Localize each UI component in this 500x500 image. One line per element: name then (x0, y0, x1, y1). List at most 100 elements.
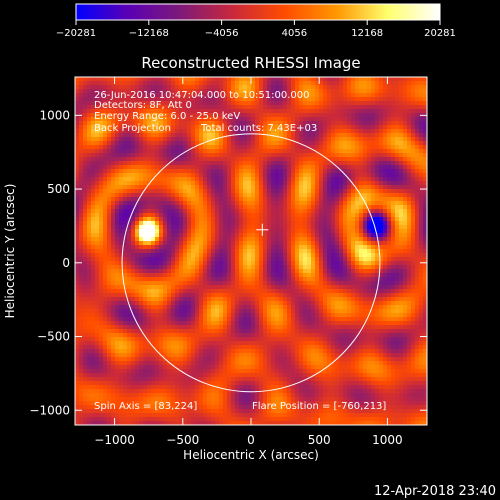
heatmap-pixel (247, 121, 251, 125)
heatmap-pixel (311, 137, 315, 141)
heatmap-pixel (183, 241, 187, 245)
heatmap-pixel (235, 257, 239, 261)
heatmap-pixel (139, 277, 143, 281)
heatmap-pixel (423, 293, 427, 297)
heatmap-pixel (423, 221, 427, 225)
heatmap-pixel (303, 105, 307, 109)
heatmap-pixel (219, 129, 223, 133)
heatmap-pixel (239, 157, 243, 161)
heatmap-pixel (287, 125, 291, 129)
heatmap-pixel (99, 77, 103, 81)
heatmap-pixel (235, 105, 239, 109)
heatmap-pixel (111, 93, 115, 97)
heatmap-pixel (239, 297, 243, 301)
heatmap-pixel (343, 169, 347, 173)
heatmap-pixel (379, 265, 383, 269)
heatmap-pixel (87, 117, 91, 121)
heatmap-pixel (423, 173, 427, 177)
heatmap-pixel (215, 213, 219, 217)
heatmap-pixel (111, 125, 115, 129)
heatmap-pixel (351, 285, 355, 289)
heatmap-pixel (403, 269, 407, 273)
heatmap-pixel (239, 77, 243, 81)
heatmap-pixel (147, 157, 151, 161)
heatmap-pixel (255, 193, 259, 197)
heatmap-pixel (407, 189, 411, 193)
heatmap-pixel (315, 205, 319, 209)
heatmap-pixel (163, 245, 167, 249)
heatmap-pixel (239, 265, 243, 269)
heatmap-pixel (351, 113, 355, 117)
heatmap-pixel (119, 213, 123, 217)
heatmap-pixel (315, 153, 319, 157)
heatmap-pixel (375, 253, 379, 257)
heatmap-pixel (211, 217, 215, 221)
heatmap-pixel (183, 209, 187, 213)
heatmap-pixel (159, 125, 163, 129)
heatmap-pixel (203, 289, 207, 293)
heatmap-pixel (167, 81, 171, 85)
heatmap-pixel (335, 209, 339, 213)
heatmap-pixel (407, 117, 411, 121)
heatmap-pixel (139, 161, 143, 165)
heatmap-pixel (243, 169, 247, 173)
heatmap-pixel (187, 81, 191, 85)
heatmap-pixel (311, 245, 315, 249)
heatmap-pixel (99, 193, 103, 197)
heatmap-pixel (351, 157, 355, 161)
heatmap-pixel (175, 201, 179, 205)
heatmap-pixel (87, 285, 91, 289)
heatmap-pixel (207, 157, 211, 161)
heatmap-pixel (207, 269, 211, 273)
heatmap-pixel (415, 81, 419, 85)
heatmap-pixel (79, 277, 83, 281)
heatmap-pixel (415, 77, 419, 81)
heatmap-pixel (143, 273, 147, 277)
heatmap-pixel (179, 169, 183, 173)
heatmap-pixel (159, 297, 163, 301)
heatmap-pixel (383, 153, 387, 157)
heatmap-pixel (247, 233, 251, 237)
heatmap-pixel (207, 161, 211, 165)
heatmap-pixel (103, 249, 107, 253)
heatmap-pixel (191, 141, 195, 145)
heatmap-pixel (167, 77, 171, 81)
heatmap-pixel (415, 113, 419, 117)
heatmap-pixel (355, 253, 359, 257)
heatmap-pixel (367, 237, 371, 241)
heatmap-pixel (303, 197, 307, 201)
heatmap-pixel (123, 153, 127, 157)
heatmap-pixel (131, 145, 135, 149)
heatmap-pixel (79, 157, 83, 161)
heatmap-pixel (167, 153, 171, 157)
heatmap-pixel (315, 277, 319, 281)
heatmap-pixel (219, 93, 223, 97)
heatmap-pixel (99, 221, 103, 225)
heatmap-pixel (195, 81, 199, 85)
heatmap-pixel (167, 133, 171, 137)
heatmap-pixel (163, 261, 167, 265)
heatmap-pixel (331, 273, 335, 277)
heatmap-pixel (223, 225, 227, 229)
heatmap-pixel (271, 277, 275, 281)
heatmap-pixel (223, 161, 227, 165)
heatmap-pixel (279, 277, 283, 281)
heatmap-pixel (375, 169, 379, 173)
heatmap-pixel (343, 93, 347, 97)
heatmap-pixel (387, 193, 391, 197)
heatmap-pixel (411, 81, 415, 85)
heatmap-pixel (139, 153, 143, 157)
heatmap-pixel (163, 161, 167, 165)
heatmap-pixel (131, 109, 135, 113)
heatmap-pixel (351, 181, 355, 185)
heatmap-pixel (283, 101, 287, 105)
heatmap-pixel (347, 145, 351, 149)
heatmap-pixel (359, 85, 363, 89)
heatmap-pixel (251, 109, 255, 113)
heatmap-pixel (287, 81, 291, 85)
heatmap-pixel (395, 265, 399, 269)
heatmap-pixel (223, 221, 227, 225)
heatmap-pixel (375, 97, 379, 101)
heatmap-pixel (239, 181, 243, 185)
heatmap-pixel (315, 173, 319, 177)
